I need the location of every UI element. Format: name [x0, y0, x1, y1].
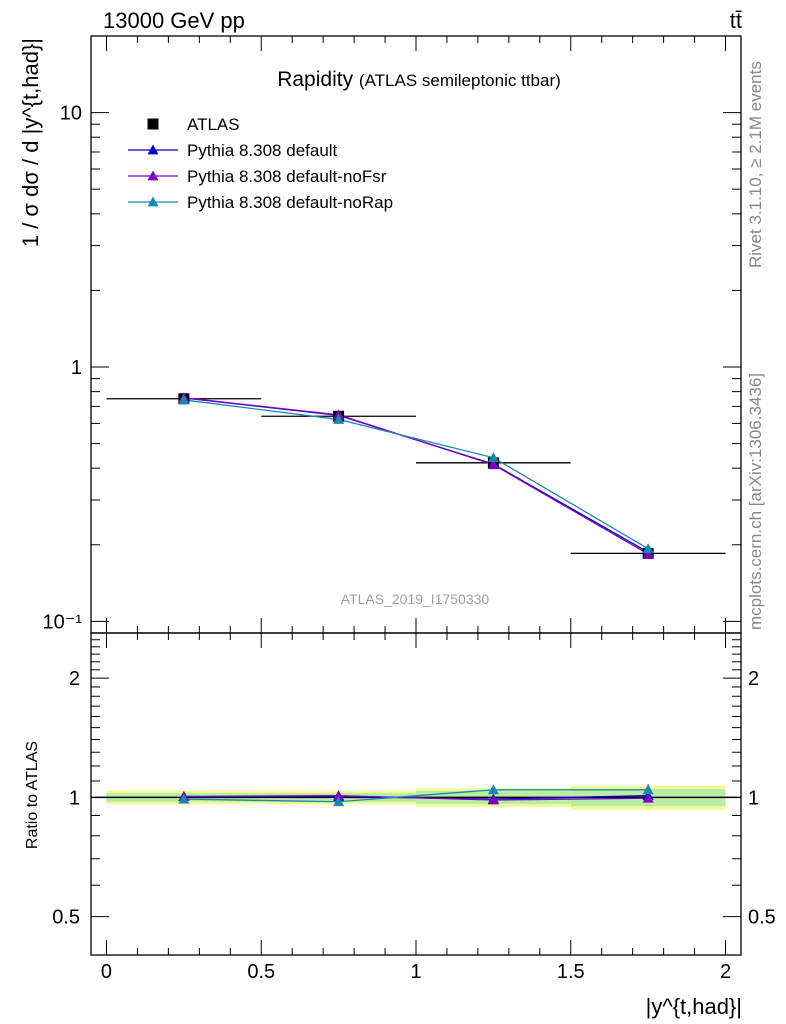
ratio-series-marker: [333, 790, 345, 801]
x-axis-label: |y^{t,had}|: [646, 994, 742, 1019]
process-label: tt̄: [730, 8, 742, 33]
mc-series-marker: [487, 452, 499, 463]
ratio-y-axis-label: Ratio to ATLAS: [24, 741, 41, 849]
x-tick-label: 2: [720, 961, 731, 983]
ratio-y-tick-label-right: 0.5: [748, 907, 776, 929]
x-tick-label: 0.5: [247, 961, 275, 983]
mc-series-marker: [333, 413, 345, 424]
mc-series-marker: [178, 394, 190, 405]
ratio-y-tick-label-right: 2: [748, 668, 759, 690]
chart-title-main: Rapidity: [277, 68, 359, 91]
analysis-label: ATLAS_2019_I1750330: [341, 591, 490, 607]
mc-series-line: [183, 397, 649, 555]
x-tick-label: 1: [410, 961, 421, 983]
y-tick-label: 10: [60, 103, 82, 125]
mc-series-marker: [642, 548, 654, 559]
rivet-version-label: Rivet 3.1.10, ≥ 2.1M events: [746, 61, 765, 268]
mc-series-line: [183, 399, 649, 550]
ratio-series-marker: [487, 784, 499, 795]
mc-series-marker: [487, 459, 499, 470]
ratio-series-marker: [642, 784, 654, 795]
ratio-y-tick-label-right: 1: [748, 787, 759, 809]
ratio-series-line: [183, 795, 649, 801]
ratio-series-marker: [178, 793, 190, 804]
chart-title: Rapidity (ATLAS semileptonic ttbar): [277, 68, 561, 91]
mc-series-line: [183, 397, 649, 553]
legend-marker: [147, 196, 159, 207]
legend-marker: [147, 170, 159, 181]
ratio-series-line: [183, 789, 649, 803]
ratio-y-tick-label-left: 2: [69, 668, 80, 690]
energy-label: 13000 GeV pp: [103, 8, 245, 33]
legend-entry-label: Pythia 8.308 default: [187, 141, 338, 160]
mcplots-reference-label: mcplots.cern.ch [arXiv:1306.3436]: [746, 372, 765, 630]
ratio-series-marker: [333, 796, 345, 807]
legend-marker: [147, 144, 159, 155]
axis-ticks: [91, 35, 741, 956]
tick-labels: 0 0.5 1 1.5 2 10⁻¹ 1 10 0.5 0.5 1 1 2 2: [43, 103, 776, 983]
legend-entry-label: ATLAS: [187, 115, 240, 134]
chart-labels: Rapidity (ATLAS semileptonic ttbar) ATLAS…: [18, 8, 742, 1019]
ratio-y-tick-label-left: 0.5: [52, 907, 80, 929]
legend: ATLAS Pythia 8.308 default Pythia 8.308 de…: [128, 115, 393, 212]
legend-atlas-marker: [147, 118, 159, 130]
ratio-series-marker: [642, 792, 654, 803]
y-axis-label: 1 / σ dσ / d |y^{t,had}|: [18, 38, 43, 247]
mc-series-marker: [642, 543, 654, 554]
ratio-series-marker: [487, 794, 499, 805]
legend-entry-label: Pythia 8.308 default-noRap: [187, 193, 393, 212]
series-lines: [106, 397, 726, 803]
y-tick-label: 10⁻¹: [43, 611, 83, 633]
chart-subtitle: (ATLAS semileptonic ttbar): [359, 71, 561, 90]
x-tick-label: 1.5: [557, 961, 585, 983]
legend-entry-label: Pythia 8.308 default-noFsr: [187, 167, 387, 186]
ratio-y-tick-label-left: 1: [69, 787, 80, 809]
y-tick-label: 1: [71, 357, 82, 379]
series-markers: [178, 392, 654, 807]
x-tick-label: 0: [101, 961, 112, 983]
